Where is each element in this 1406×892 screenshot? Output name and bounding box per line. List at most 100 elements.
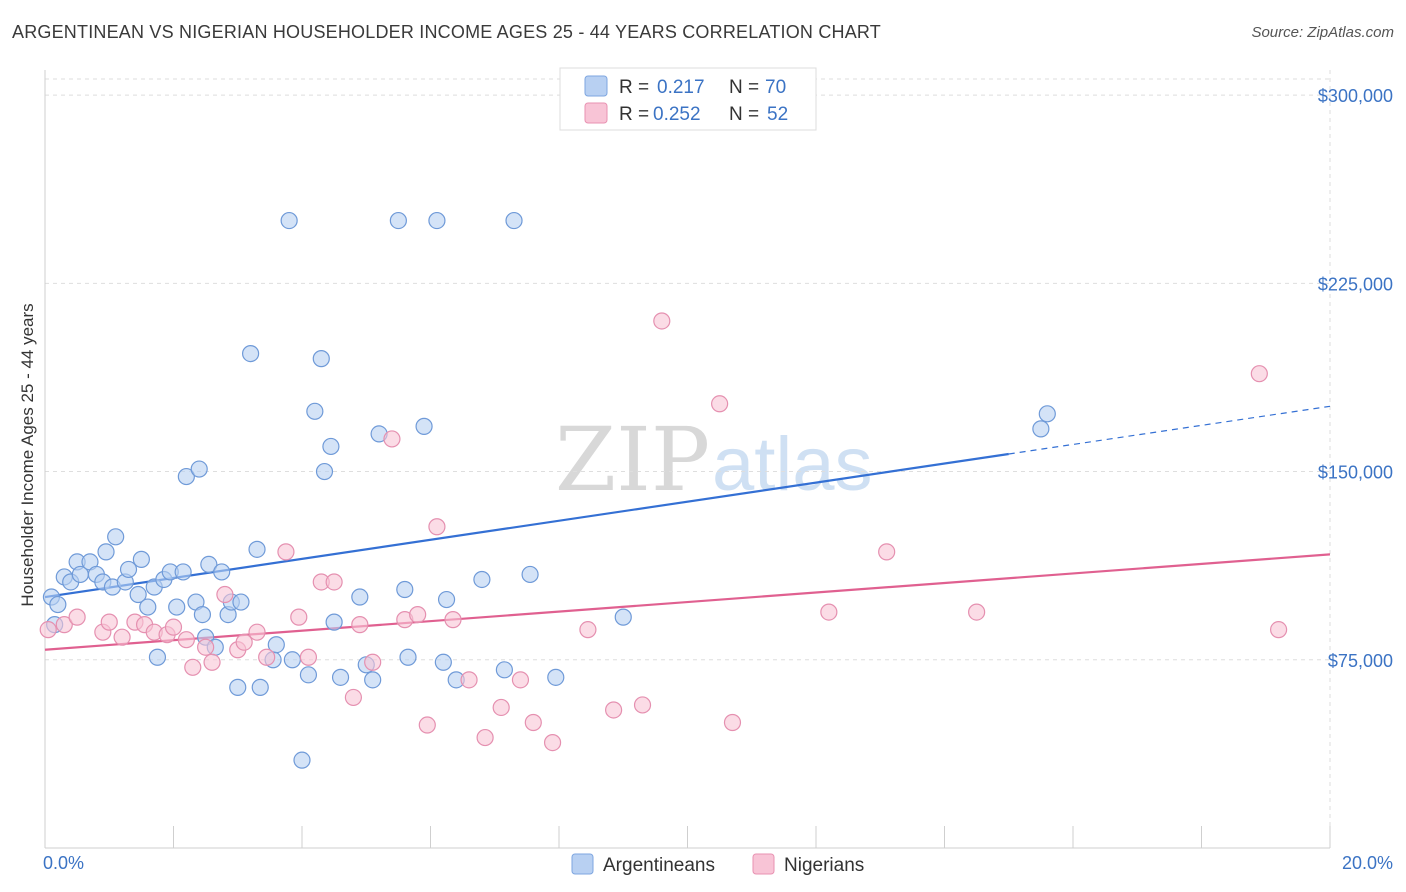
legend-r-label-1: R = — [619, 77, 649, 98]
y-tick-label: $300,000 — [1318, 86, 1393, 106]
argentinean-point — [415, 417, 433, 435]
svg-text:atlas: atlas — [712, 422, 873, 507]
nigerian-point — [543, 733, 562, 752]
bottom-legend-swatch-nigerians — [752, 853, 775, 875]
argentinean-point — [495, 661, 513, 679]
argentinean-point — [232, 593, 250, 611]
argentinean-point — [547, 668, 565, 686]
nigerian-point — [277, 543, 295, 561]
chart-title: ARGENTINEAN VS NIGERIAN HOUSEHOLDER INCO… — [12, 22, 881, 42]
y-tick-label: $225,000 — [1318, 274, 1393, 294]
nigerian-point — [409, 605, 427, 624]
nigerian-point — [476, 728, 494, 747]
argentinean-trend-extension — [1008, 405, 1331, 455]
argentinean-point — [434, 653, 452, 671]
nigerian-point — [605, 701, 623, 719]
watermark: ZIP atlas — [555, 408, 873, 511]
argentinean-point — [267, 636, 285, 654]
argentinean-point — [242, 344, 260, 363]
svg-text:ZIP: ZIP — [555, 408, 710, 511]
bottom-legend-argentineans: Argentineans — [603, 855, 715, 876]
argentinean-point — [312, 350, 330, 368]
argentinean-point — [428, 211, 446, 230]
x-tick-label-max: 20.0% — [1342, 853, 1393, 873]
nigerian-point — [100, 613, 118, 631]
argentinean-point — [229, 678, 247, 696]
legend-r-value-1: 0.217 — [657, 77, 705, 98]
argentinean-point — [293, 751, 311, 769]
nigerian-point — [364, 653, 382, 671]
argentinean-point — [325, 613, 343, 631]
nigerian-point — [184, 658, 202, 676]
argentinean-point — [614, 608, 632, 626]
bottom-legend-nigerians: Nigerians — [784, 855, 864, 876]
source-label: Source: ZipAtlas.com — [1251, 24, 1394, 41]
argentinean-point — [1032, 420, 1050, 438]
argentinean-point — [351, 588, 369, 606]
argentinean-point — [331, 668, 350, 686]
argentinean-point — [119, 560, 138, 579]
nigerian-point — [164, 618, 183, 636]
nigerian-point — [711, 395, 729, 413]
nigerian-point — [1250, 365, 1268, 383]
legend-r-label-2: R = — [619, 104, 649, 125]
legend-n-label-1: N = — [729, 77, 759, 98]
argentinean-point — [129, 585, 147, 604]
nigerian-point — [351, 616, 369, 634]
nigerian-point — [299, 648, 318, 666]
nigerian-point — [197, 638, 215, 656]
bottom-legend-swatch-argentineans — [571, 853, 594, 875]
argentinean-point — [107, 528, 125, 546]
legend-n-value-2: 52 — [767, 104, 788, 125]
top-legend: R = 0.217 N = 70 R = 0.252 N = 52 — [559, 67, 817, 131]
nigerian-point — [524, 713, 542, 732]
nigerian-point — [878, 543, 896, 561]
nigerian-point — [460, 671, 478, 689]
argentinean-point — [190, 460, 208, 478]
nigerian-point — [55, 616, 73, 634]
nigerian-point — [444, 611, 462, 629]
nigerian-point — [235, 633, 253, 651]
argentinean-point — [399, 648, 417, 666]
nigerian-point — [418, 716, 436, 734]
argentinean-point — [168, 598, 186, 616]
argentinean-point — [213, 563, 231, 581]
argentinean-point — [473, 570, 491, 589]
nigerian-point — [492, 698, 510, 717]
argentinean-point — [49, 595, 67, 614]
nigerian-point — [653, 312, 671, 330]
argentinean-point — [1038, 405, 1056, 423]
data-points — [39, 211, 1288, 769]
argentinean-point — [322, 437, 340, 456]
nigerian-point — [579, 621, 597, 639]
axes — [44, 70, 1331, 849]
argentinean-point — [174, 563, 192, 581]
argentinean-point — [200, 555, 218, 574]
legend-swatch-argentineans — [584, 75, 608, 97]
bottom-legend: Argentineans Nigerians — [571, 853, 864, 876]
argentinean-point — [248, 540, 266, 558]
x-tick-labels: 0.0% 20.0% — [43, 853, 1393, 873]
nigerian-point — [290, 608, 308, 626]
nigerian-point — [511, 671, 530, 689]
nigerian-point — [39, 621, 57, 639]
argentinean-point — [177, 467, 195, 486]
nigerian-point — [258, 648, 276, 666]
y-axis-label: Householder Income Ages 25 - 44 years — [18, 303, 37, 606]
nigerian-point — [203, 653, 221, 671]
argentinean-point — [437, 590, 456, 609]
nigerian-point — [113, 628, 131, 646]
argentinean-point — [299, 666, 318, 684]
argentinean-trend-line — [44, 452, 1009, 599]
nigerian-point — [177, 631, 195, 649]
argentinean-point — [132, 550, 150, 568]
argentinean-point — [306, 402, 324, 420]
y-tick-label: $150,000 — [1318, 463, 1393, 483]
nigerian-point — [216, 585, 234, 604]
argentinean-point — [148, 648, 167, 666]
nigerian-point — [383, 430, 401, 448]
argentinean-point — [139, 598, 157, 616]
nigerian-point — [344, 688, 362, 707]
legend-n-value-1: 70 — [765, 77, 786, 98]
